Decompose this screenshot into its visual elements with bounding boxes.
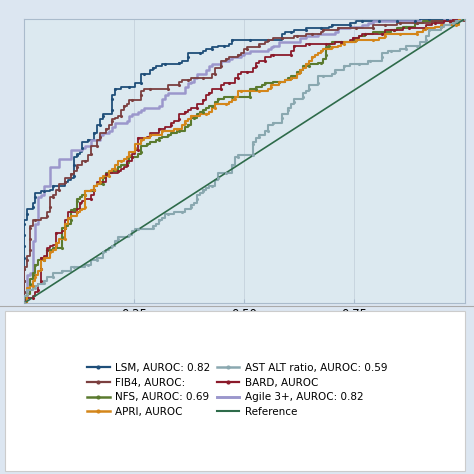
FancyBboxPatch shape	[5, 311, 465, 471]
Legend: LSM, AUROC: 0.82, FIB4, AUROC:, NFS, AUROC: 0.69, APRI, AUROC, AST ALT ratio, AU: LSM, AUROC: 0.82, FIB4, AUROC:, NFS, AUR…	[82, 359, 392, 421]
X-axis label: 1-Specificity: 1-Specificity	[206, 324, 283, 337]
